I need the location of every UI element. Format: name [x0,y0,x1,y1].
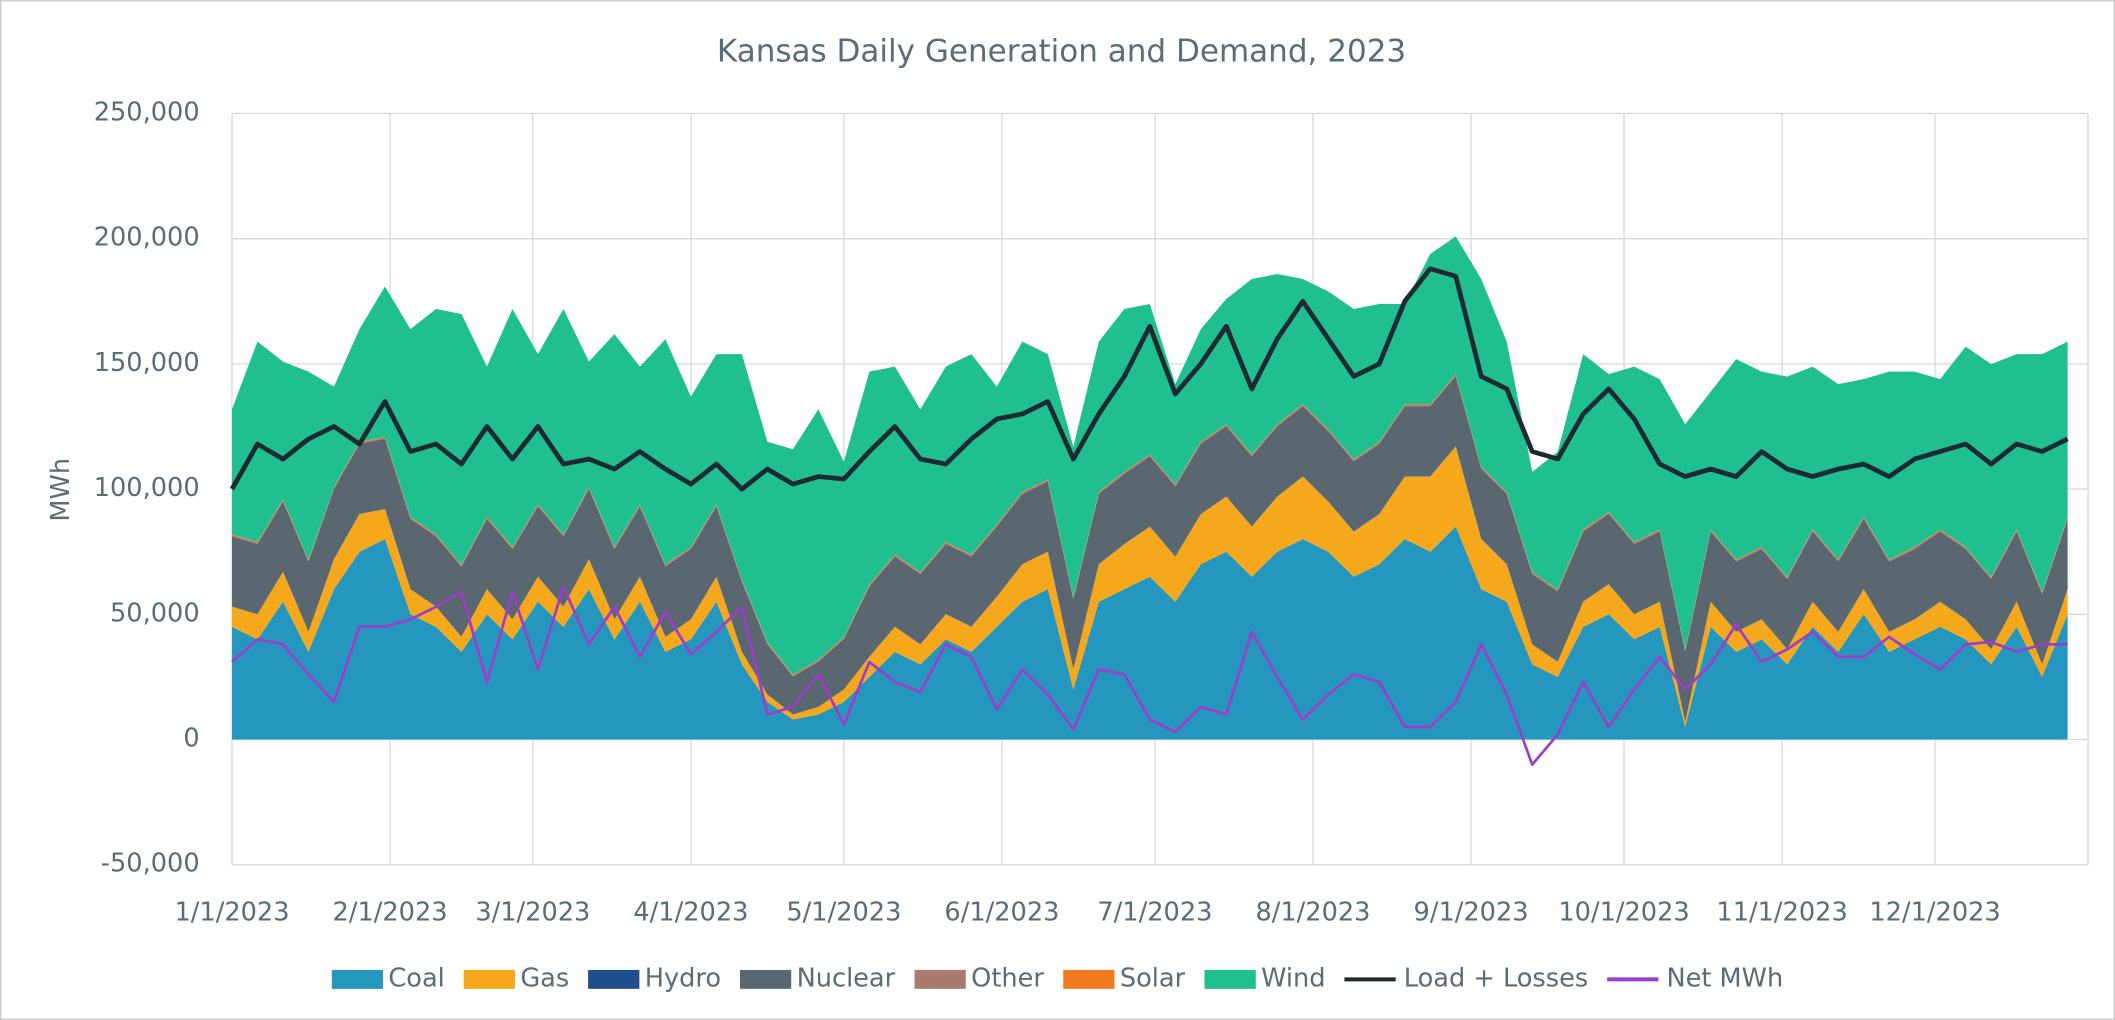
legend-label: Nuclear [797,963,896,993]
area-gas [232,446,2068,728]
legend-swatch [588,969,640,989]
x-tick-label: 12/1/2023 [1869,897,2000,927]
y-tick-label: 250,000 [94,97,200,127]
x-tick-label: 8/1/2023 [1255,897,1370,927]
x-tick-label: 11/1/2023 [1716,897,1847,927]
legend-item: Load + Losses [1344,963,1588,993]
x-tick-label: 10/1/2023 [1558,897,1689,927]
x-tick-label: 5/1/2023 [786,897,901,927]
legend-label: Gas [520,963,569,993]
line-series [229,266,2069,492]
legend-swatch [1063,969,1115,989]
legend-swatch [1204,969,1256,989]
area-nuclear [232,376,2068,722]
legend-swatch [463,969,515,989]
legend-item: Coal [331,963,445,993]
line-series [231,585,2068,766]
legend-label: Load + Losses [1404,963,1588,993]
y-tick-label: 50,000 [110,598,200,628]
y-tick-label: 200,000 [94,223,200,253]
legend-swatch [331,969,384,989]
x-tick-label: 7/1/2023 [1097,897,1212,927]
legend-label: Other [971,963,1044,993]
legend-label: Net MWh [1666,963,1783,993]
legend-swatch [914,969,966,989]
x-tick-label: 2/1/2023 [333,897,448,927]
legend-label: Wind [1261,963,1325,993]
legend-item: Gas [463,963,569,993]
legend-label: Solar [1120,963,1186,993]
legend-item: Solar [1063,963,1186,993]
y-tick-label: 150,000 [94,348,200,378]
legend-swatch [739,969,792,989]
legend-item: Hydro [588,963,721,993]
chart-title: Kansas Daily Generation and Demand, 2023 [717,34,1406,70]
x-tick-label: 3/1/2023 [475,897,590,927]
legend-item: Net MWh [1607,963,1783,993]
y-tick-label: -50,000 [101,849,200,879]
legend-label: Hydro [645,963,721,993]
x-tick-label: 6/1/2023 [944,897,1059,927]
y-tick-label: 100,000 [94,473,200,503]
x-tick-label: 1/1/2023 [174,897,289,927]
y-tick-label: 0 [183,724,199,754]
legend-item: Nuclear [739,963,896,993]
legend-label: Coal [388,963,444,993]
area-coal [232,526,2068,740]
legend-item: Other [914,963,1044,993]
x-tick-label: 9/1/2023 [1414,897,1529,927]
y-axis-label: MWh [46,458,76,522]
x-tick-label: 4/1/2023 [633,897,748,927]
legend-item: Wind [1204,963,1326,993]
